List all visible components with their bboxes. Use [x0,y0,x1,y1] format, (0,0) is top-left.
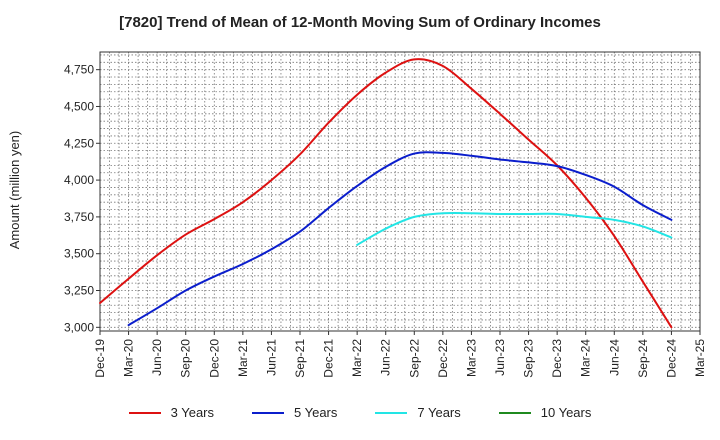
x-tick-label: Jun-21 [264,339,278,376]
y-tick-label: 3,500 [64,247,94,261]
y-tick-label: 3,250 [64,284,94,298]
legend-label: 10 Years [540,405,592,420]
legend-item-10-years: 10 Years [498,405,592,420]
plot-area [100,52,700,331]
legend-label: 5 Years [294,405,338,420]
x-tick-label: Dec-24 [664,339,678,378]
legend: 3 Years 5 Years 7 Years 10 Years [0,405,720,420]
x-tick-label: Sep-24 [636,339,650,378]
x-tick-label: Dec-21 [322,339,336,378]
series-line-5-years [127,151,673,327]
y-axis-label: Amount (million yen) [7,131,22,250]
y-tick-label: 3,000 [64,320,94,334]
x-tick-label: Dec-19 [93,339,107,378]
x-tick-label: Mar-21 [236,339,250,377]
x-tick-label: Mar-22 [350,339,364,377]
grid-layer [99,52,701,331]
legend-item-7-years: 7 Years [375,405,461,420]
legend-swatch [498,411,531,414]
chart-title: [7820] Trend of Mean of 12-Month Moving … [119,14,601,31]
x-tick-label: Mar-23 [464,339,478,377]
x-tick-label: Dec-22 [436,339,450,378]
x-tick-label: Sep-23 [522,339,536,378]
x-tick-label: Sep-20 [179,339,193,378]
x-tick-label: Jun-23 [493,339,507,376]
series-line-3-years [99,58,673,329]
legend-item-3-years: 3 Years [128,405,214,420]
x-tick-label: Mar-20 [122,339,136,377]
x-tick-label: Mar-25 [693,339,707,377]
legend-swatch [128,411,161,414]
y-tick-label: 3,750 [64,210,94,224]
plot-frame [99,51,701,332]
axis-layer: 3,000 3,250 3,500 3,750 4,000 4,250 4,500 4,750… [64,51,707,378]
series-line-7-years [356,211,673,246]
x-tick-label: Mar-24 [579,339,593,377]
series-layer [99,58,673,329]
x-tick-label: Dec-23 [550,339,564,378]
x-tick-label: Sep-22 [407,339,421,378]
legend-swatch [252,411,284,414]
legend-label: 3 Years [170,405,214,420]
legend-label: 7 Years [417,405,461,420]
y-tick-label: 4,500 [64,99,94,113]
x-tick-label: Jun-24 [607,339,621,376]
x-tick-label: Jun-22 [379,339,393,376]
legend-item-5-years: 5 Years [252,405,337,420]
y-tick-label: 4,250 [64,136,94,150]
y-tick-label: 4,750 [64,63,94,77]
x-tick-label: Dec-20 [207,339,221,378]
y-tick-label: 4,000 [64,173,94,187]
legend-swatch [375,411,408,414]
x-tick-label: Jun-20 [150,339,164,376]
x-tick-label: Sep-21 [293,339,307,378]
